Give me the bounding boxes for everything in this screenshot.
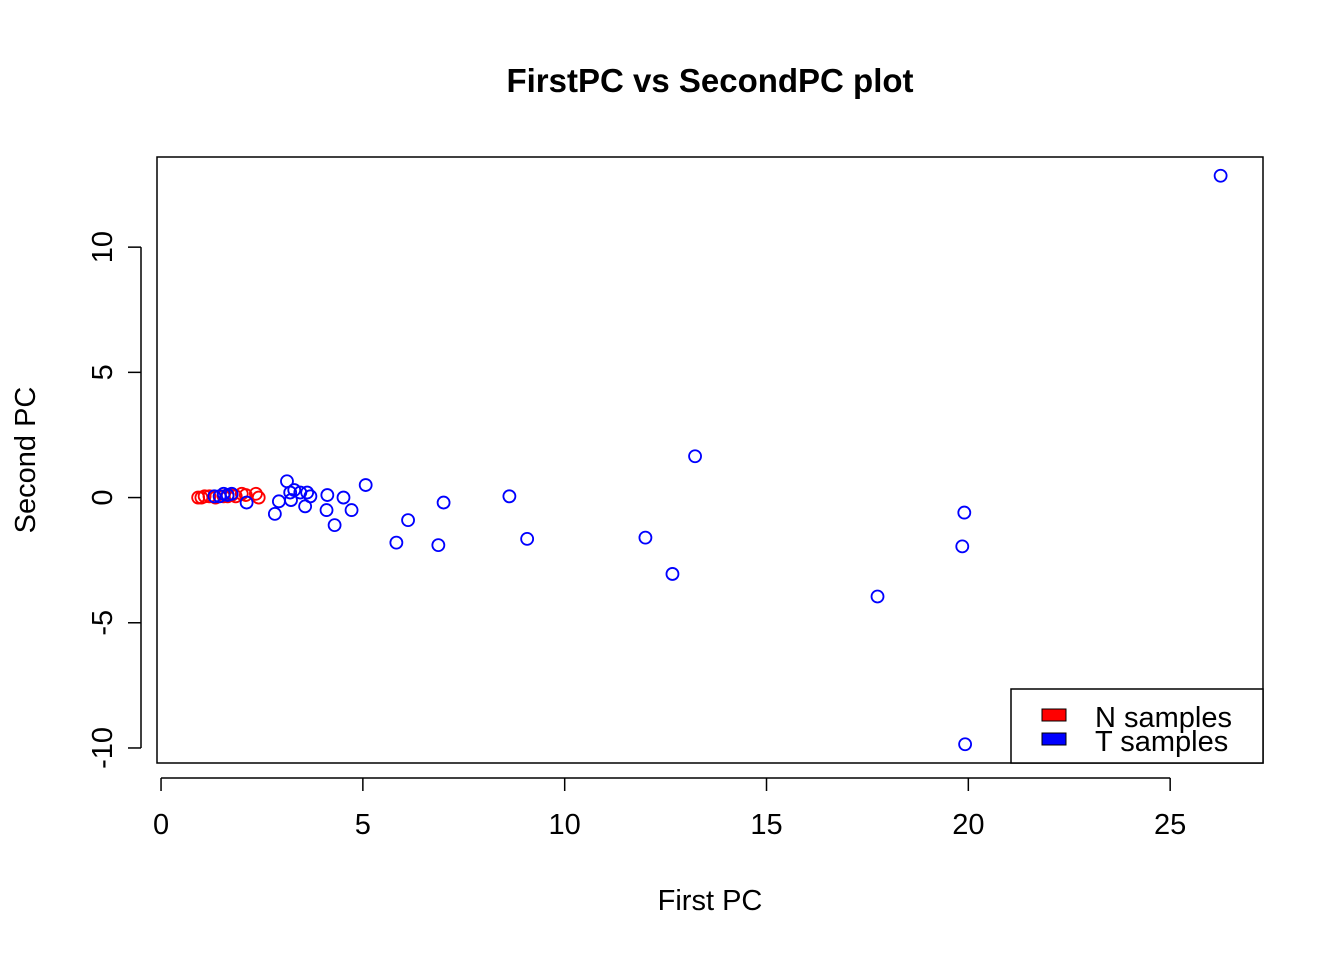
- y-tick-label: 0: [87, 489, 119, 505]
- t-sample-point: [520, 531, 535, 546]
- t-sample-point: [303, 489, 318, 504]
- t-sample-point: [401, 513, 415, 527]
- legend-box: [1010, 688, 1264, 764]
- t-sample-point: [344, 503, 359, 517]
- t-sample-point: [389, 535, 404, 550]
- t-sample-point: [431, 538, 446, 553]
- t-sample-point: [207, 489, 222, 504]
- x-tick-label: 0: [153, 809, 169, 841]
- t-sample-point: [319, 503, 334, 517]
- t-sample-point: [287, 483, 302, 497]
- t-sample-point: [272, 494, 286, 509]
- x-tick-label: 10: [549, 809, 581, 841]
- t-sample-point: [688, 449, 702, 464]
- t-sample-point: [436, 495, 451, 510]
- x-axis-label: First PC: [658, 885, 763, 917]
- x-tick-label: 5: [355, 809, 371, 841]
- t-sample-point: [327, 518, 342, 533]
- n-sample-point: [197, 489, 212, 504]
- chart-title: FirstPC vs SecondPC plot: [506, 62, 913, 99]
- t-sample-point: [955, 539, 970, 554]
- legend: N samples T samples: [1010, 688, 1264, 764]
- y-tick-label: -5: [87, 610, 119, 636]
- t-sample-point: [336, 490, 351, 505]
- t-sample-point: [638, 530, 653, 545]
- legend-swatch-n: [1041, 708, 1067, 722]
- x-tick-label: 25: [1154, 809, 1186, 841]
- legend-label-n: N samples: [1095, 702, 1232, 734]
- t-sample-point: [958, 737, 973, 752]
- legend-label-t: T samples: [1095, 726, 1228, 758]
- t-sample-point: [1213, 168, 1228, 183]
- y-axis-label: Second PC: [10, 387, 42, 534]
- y-axis: -10 -5 0 5 10: [87, 231, 142, 769]
- n-sample-point: [238, 488, 253, 502]
- t-sample-point: [224, 486, 239, 501]
- x-axis: 0 5 10 15 20 25: [153, 777, 1186, 841]
- x-tick-label: 20: [952, 809, 984, 841]
- t-sample-point: [300, 485, 315, 500]
- n-sample-point: [248, 486, 263, 501]
- y-tick-label: -10: [87, 727, 119, 769]
- t-sample-point: [870, 589, 885, 604]
- legend-swatch-t: [1041, 732, 1067, 746]
- plot-frame: [156, 156, 1264, 764]
- t-sample-point: [358, 478, 373, 492]
- n-sample-point: [202, 489, 217, 504]
- t-sample-point: [267, 506, 282, 521]
- t-sample-point: [957, 505, 972, 520]
- t-sample-point: [239, 495, 254, 510]
- y-tick-label: 5: [87, 364, 119, 380]
- t-sample-point: [502, 489, 517, 504]
- t-sample-point: [665, 567, 680, 581]
- t-sample-point: [320, 488, 335, 502]
- x-tick-label: 15: [750, 809, 782, 841]
- y-tick-label: 10: [87, 231, 119, 263]
- n-sample-point: [251, 490, 266, 505]
- data-points: [191, 168, 1228, 752]
